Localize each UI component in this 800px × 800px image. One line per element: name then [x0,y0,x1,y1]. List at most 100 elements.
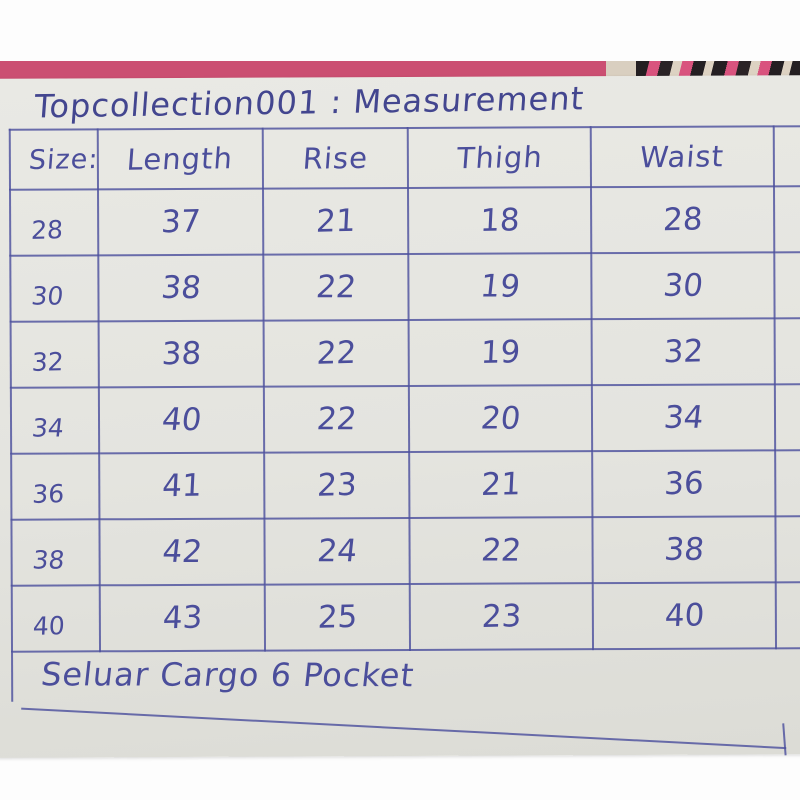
value-thigh: 23 [480,598,522,635]
value-length: 41 [161,467,203,505]
value-waist: 36 [663,465,705,503]
value-thigh: 22 [479,532,523,569]
header-cell-thigh: Thigh [407,127,592,188]
table-row: 36 41 23 21 36 [11,450,800,520]
fabric-pink-area [0,61,606,79]
cell-length: 38 [98,254,264,322]
cell-thigh: 21 [409,451,593,518]
value-waist: 30 [661,267,705,304]
footer-note-cell: Seluar Cargo 6 Pocket [12,648,800,702]
header-cell-rise: Rise [262,127,409,189]
header-cell-length: Length [97,128,264,190]
header-cell-ghost [773,126,800,187]
table-row: 30 38 22 19 30 [10,252,800,322]
cell-ghost [775,582,800,649]
cell-thigh: 20 [408,385,593,452]
table-row: 38 42 24 22 38 [11,516,800,586]
cell-thigh: 18 [408,187,592,254]
measurement-table: Size: Length Rise Thigh Waist 28 37 21 1… [9,125,800,702]
cell-ghost [775,516,800,583]
value-waist: 34 [661,399,706,436]
cell-length: 40 [98,386,265,454]
header-cell-waist: Waist [590,126,774,188]
cell-size: 38 [11,519,100,586]
fabric-cream-patch [606,61,636,79]
cell-length: 37 [98,188,264,256]
footer-note-row: Seluar Cargo 6 Pocket [12,648,800,702]
cell-rise: 24 [264,517,410,585]
value-waist: 28 [662,201,704,239]
cell-length: 41 [99,452,265,520]
cell-length: 42 [99,518,265,586]
paper-note: Topcollection001 : Measurement Size: Len… [0,75,800,758]
cell-waist: 32 [591,318,775,386]
fabric-background [0,61,800,79]
cell-rise: 22 [263,253,409,321]
table-row: 40 43 25 23 40 [11,582,800,652]
value-length: 43 [161,599,203,637]
value-size: 32 [31,347,65,377]
cell-rise: 21 [263,187,409,255]
hand-drawn-bottom-line [21,707,787,750]
cell-size: 30 [10,255,99,322]
value-rise: 23 [316,466,358,504]
value-length: 38 [160,335,202,373]
value-rise: 22 [314,269,358,306]
value-waist: 38 [662,531,706,568]
cell-waist: 34 [591,384,776,452]
value-thigh: 19 [478,268,522,305]
value-size: 40 [32,611,66,641]
value-length: 37 [160,203,202,241]
cell-size: 40 [11,585,101,652]
footer-note: Seluar Cargo 6 Pocket [39,655,417,695]
table-row: 32 38 22 19 32 [10,318,800,388]
value-thigh: 21 [480,466,522,503]
value-thigh: 19 [479,334,521,371]
cell-waist: 28 [591,186,775,254]
value-size: 38 [31,545,66,575]
cell-ghost [773,186,800,253]
cell-waist: 36 [592,450,776,518]
header-label-waist: Waist [639,139,726,175]
value-size: 28 [30,215,64,245]
value-thigh: 18 [479,202,521,239]
cell-rise: 23 [264,451,410,519]
value-length: 40 [159,401,204,439]
header-row: Size: Length Rise Thigh Waist [9,126,800,190]
table-row: 34 40 22 20 34 [10,384,800,454]
value-rise: 22 [314,401,359,438]
cell-ghost [774,384,800,451]
cell-ghost [775,450,800,517]
fabric-camo-pattern [636,61,800,79]
value-rise: 21 [315,202,357,240]
header-cell-size: Size: [9,129,100,190]
value-waist: 40 [663,597,705,635]
cell-ghost [774,318,800,385]
header-label-thigh: Thigh [455,139,544,176]
cell-waist: 38 [592,516,776,584]
value-rise: 24 [315,533,359,570]
cell-rise: 25 [264,583,411,651]
cell-thigh: 22 [409,517,593,584]
cell-size: 34 [10,387,100,454]
cell-waist: 40 [592,582,777,650]
value-size: 36 [31,479,65,509]
page-title: Topcollection001 : Measurement [33,79,586,126]
cell-thigh: 23 [409,583,594,650]
cell-size: 32 [10,321,99,388]
cell-size: 36 [11,453,100,520]
header-label-size: Size: [27,143,100,176]
cell-waist: 30 [591,252,775,320]
cell-rise: 22 [263,319,409,387]
cell-thigh: 19 [408,253,592,320]
value-rise: 25 [316,598,358,636]
cell-length: 43 [99,584,266,652]
value-length: 38 [159,269,203,307]
value-rise: 22 [315,334,357,372]
header-label-length: Length [126,141,235,177]
note-title-row: Topcollection001 : Measurement [0,75,800,129]
value-waist: 32 [662,333,704,371]
value-size: 30 [29,281,65,311]
value-size: 34 [30,413,66,443]
